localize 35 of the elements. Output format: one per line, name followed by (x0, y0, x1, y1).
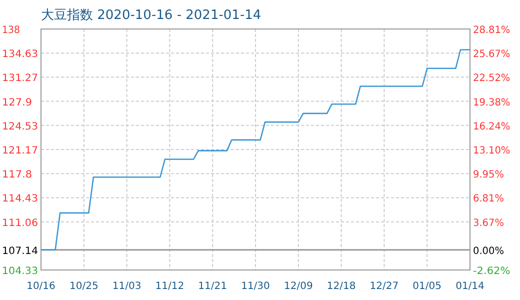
y2-tick-label: 28.81% (473, 25, 512, 36)
y2-tick-label: 6.81% (473, 194, 505, 205)
y-tick-label: 134.63 (2, 49, 38, 60)
x-tick-label: 11/30 (241, 281, 270, 292)
y2-tick-label: 25.67% (473, 49, 512, 60)
x-tick-label: 01/05 (412, 281, 442, 292)
y2-tick-label: -2.62% (473, 266, 510, 277)
y2-tick-label: 19.38% (473, 97, 512, 108)
y-tick-label: 127.9 (2, 97, 32, 108)
y-tick-label: 121.17 (2, 145, 38, 156)
y-tick-label: 117.8 (2, 170, 32, 181)
y-tick-label: 114.43 (2, 194, 38, 205)
y-tick-label: 107.14 (2, 246, 38, 257)
x-tick-label: 11/21 (198, 281, 228, 292)
x-tick-label: 11/03 (112, 281, 142, 292)
x-tick-label: 10/16 (26, 281, 56, 292)
x-tick-label: 10/25 (69, 281, 98, 292)
y-tick-label: 138 (2, 25, 22, 36)
chart-title: 大豆指数 2020-10-16 - 2021-01-14 (41, 8, 262, 23)
y2-tick-label: 13.10% (473, 145, 512, 156)
y-tick-label: 124.53 (2, 121, 38, 132)
y2-tick-label: 9.95% (473, 170, 505, 181)
x-tick-label: 01/14 (456, 281, 484, 292)
y-tick-label: 111.06 (2, 218, 38, 229)
x-tick-label: 11/12 (155, 281, 184, 292)
y2-tick-label: 3.67% (473, 218, 505, 229)
x-tick-label: 12/09 (284, 281, 313, 292)
y2-tick-label: 0.00% (473, 246, 505, 257)
line-series (40, 49, 471, 251)
x-tick-label: 12/18 (326, 281, 356, 292)
x-tick-label: 12/27 (370, 281, 399, 292)
y-tick-label: 104.33 (2, 266, 38, 277)
y-tick-label: 131.27 (2, 73, 38, 84)
y2-tick-label: 22.52% (473, 73, 512, 84)
y2-tick-label: 16.24% (473, 121, 512, 132)
